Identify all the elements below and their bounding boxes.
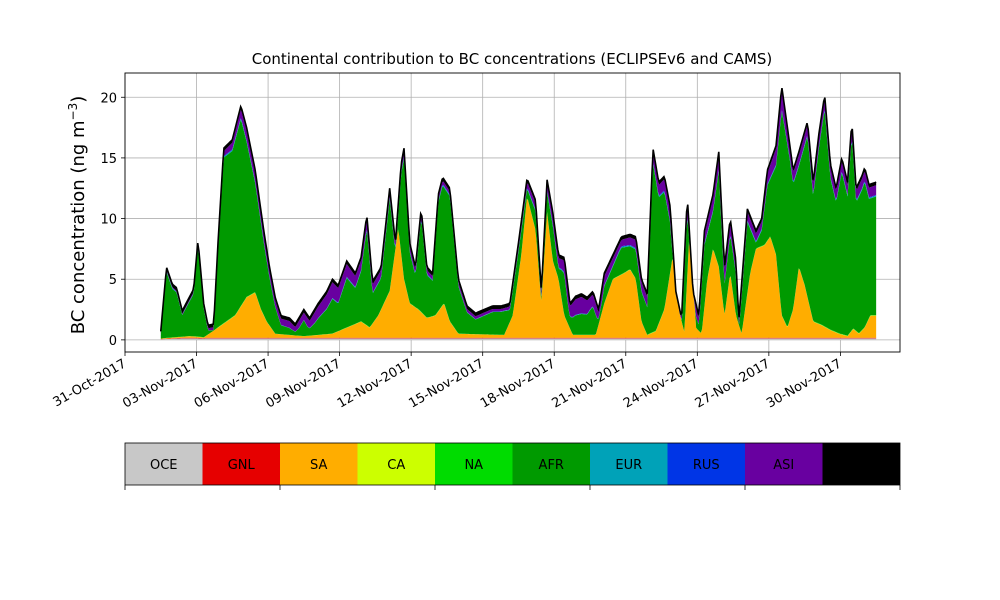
y-axis-label: BC concentration (ng m−3): [66, 96, 89, 335]
area-gnl: [160, 337, 877, 340]
legend-label-asi: ASI: [773, 458, 794, 473]
legend-label-rus: RUS: [693, 458, 720, 473]
legend-swatch-oce: [125, 443, 203, 485]
y-tick-label: 10: [100, 213, 117, 228]
total-outline-line: [159, 87, 877, 332]
area-oce: [160, 338, 877, 340]
legend-label-oce: OCE: [150, 458, 178, 473]
y-tick-label: 0: [109, 334, 117, 349]
legend-swatch-ca: [357, 443, 435, 485]
chart-title: Continental contribution to BC concentra…: [252, 50, 773, 68]
legend-label-aus: AUS: [848, 458, 875, 473]
stacked-areas: [159, 87, 877, 340]
legend-label-na: NA: [464, 458, 483, 473]
legend-swatch-rus: [667, 443, 745, 485]
y-axis-label-sup: −3: [66, 103, 80, 121]
area-sa: [160, 199, 877, 340]
legend-swatch-sa: [280, 443, 358, 485]
legend-swatch-afr: [512, 443, 590, 485]
legend-label-sa: SA: [310, 458, 327, 473]
y-tick-label: 15: [100, 152, 117, 167]
legend-label-afr: AFR: [539, 458, 564, 473]
legend-swatch-gnl: [202, 443, 280, 485]
legend-label-ca: CA: [387, 458, 405, 473]
y-tick-label: 20: [100, 91, 117, 106]
y-axis-label-close: ): [68, 96, 89, 103]
legend-swatch-aus: [822, 443, 900, 485]
legend-colorbar: OCE GNL SA CA NA AFR EUR RUS ASI AUS: [124, 442, 901, 490]
y-tick-label: 5: [109, 273, 117, 288]
legend-frame: [124, 442, 901, 486]
legend-swatch-asi: [745, 443, 823, 485]
legend-swatch-na: [435, 443, 513, 485]
axes-frame: [124, 72, 901, 353]
y-axis-label-main: BC concentration (ng m: [68, 120, 89, 334]
legend-label-gnl: GNL: [228, 458, 256, 473]
area-afr: [160, 111, 877, 339]
legend-label-eur: EUR: [615, 458, 642, 473]
legend-swatch-eur: [590, 443, 668, 485]
